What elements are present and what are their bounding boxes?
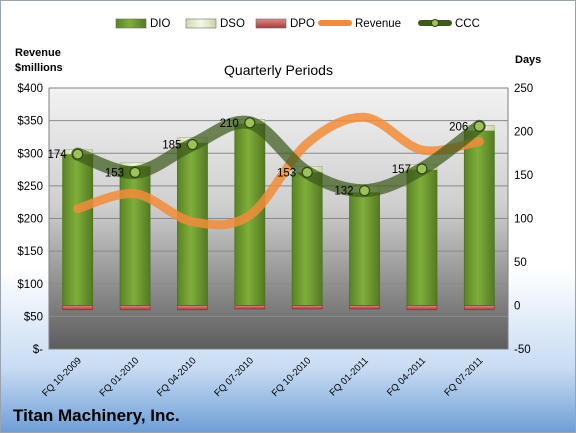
dpo-bar bbox=[62, 305, 93, 311]
legend-swatch-dio bbox=[115, 18, 147, 29]
ccc-point bbox=[129, 166, 141, 178]
ccc-point bbox=[301, 166, 313, 178]
dpo-bar bbox=[291, 305, 323, 310]
category-label: FQ 01-2011 bbox=[328, 355, 371, 398]
ccc-point bbox=[473, 120, 485, 132]
legend-label-dio: DIO bbox=[150, 18, 171, 30]
right-tick-label: 50 bbox=[514, 257, 527, 269]
left-tick-label: $50 bbox=[24, 311, 43, 323]
dio-bar bbox=[406, 169, 438, 306]
company-name: Titan Machinery, Inc. bbox=[13, 406, 180, 425]
legend-swatch-dpo bbox=[255, 18, 287, 29]
category-label: FQ 10-2009 bbox=[40, 355, 84, 399]
right-tick-label: -50 bbox=[514, 344, 531, 356]
legend-swatch-dso bbox=[185, 18, 217, 29]
right-tick-label: 150 bbox=[514, 170, 533, 182]
ccc-point bbox=[244, 117, 256, 129]
left-tick-label: $150 bbox=[17, 246, 43, 258]
ccc-point bbox=[186, 138, 199, 151]
left-tick-label: $400 bbox=[17, 83, 43, 95]
category-label: FQ 04-2010 bbox=[155, 355, 199, 399]
category-label: FQ 10-2010 bbox=[270, 355, 314, 399]
dpo-bar bbox=[406, 305, 438, 311]
ccc-point bbox=[72, 148, 84, 160]
legend-label-ccc: CCC bbox=[455, 18, 480, 30]
dio-bar bbox=[119, 165, 151, 306]
ccc-point bbox=[358, 185, 371, 197]
legend-label-revenue: Revenue bbox=[355, 18, 401, 30]
ccc-data-label: 210 bbox=[220, 118, 239, 130]
category-label: FQ 07-2011 bbox=[442, 355, 485, 398]
right-tick-label: 250 bbox=[514, 83, 533, 95]
left-tick-label: $300 bbox=[17, 148, 43, 160]
dpo-bar bbox=[464, 305, 495, 311]
legend-label-dpo: DPO bbox=[290, 18, 315, 30]
revenue-line bbox=[73, 112, 484, 230]
ccc-data-label: 206 bbox=[449, 121, 468, 133]
right-axis-title: Days bbox=[515, 54, 541, 66]
dpo-bar bbox=[349, 305, 380, 310]
ccc-data-label: 174 bbox=[48, 149, 68, 161]
ccc-data-label: 132 bbox=[334, 186, 353, 198]
dio-bar bbox=[291, 171, 323, 306]
dio-bar bbox=[349, 191, 380, 306]
ccc-data-label: 157 bbox=[392, 164, 411, 176]
dio-bar bbox=[463, 130, 495, 306]
right-tick-label: 200 bbox=[514, 127, 533, 139]
legend-label-dso: DSO bbox=[220, 18, 245, 30]
left-axis-title: Revenue bbox=[15, 47, 61, 59]
dio-bar bbox=[62, 153, 94, 306]
dpo-bar bbox=[177, 305, 208, 311]
left-tick-label: $- bbox=[33, 344, 43, 356]
left-axis-title: $millions bbox=[15, 62, 63, 74]
legend: DIO DSO DPO Revenue CCC bbox=[115, 18, 480, 30]
ccc-data-label: 153 bbox=[105, 167, 124, 179]
left-tick-label: $350 bbox=[17, 116, 43, 128]
category-label: FQ 07-2010 bbox=[212, 355, 256, 399]
dpo-bar bbox=[234, 305, 266, 310]
right-tick-label: 0 bbox=[514, 301, 520, 313]
right-tick-label: 100 bbox=[514, 214, 533, 226]
category-label: FQ 01-2010 bbox=[98, 355, 142, 399]
left-tick-label: $250 bbox=[17, 181, 43, 193]
left-tick-label: $200 bbox=[17, 214, 43, 226]
ccc-point bbox=[416, 163, 428, 175]
category-label: FQ 04-2011 bbox=[385, 355, 428, 398]
ccc-data-label: 185 bbox=[162, 140, 181, 152]
chart-title: Quarterly Periods bbox=[224, 62, 333, 78]
ccc-data-label: 153 bbox=[277, 167, 296, 179]
left-tick-label: $100 bbox=[17, 279, 43, 291]
dpo-bar bbox=[119, 305, 151, 311]
legend-swatch-ccc-point bbox=[431, 19, 439, 27]
